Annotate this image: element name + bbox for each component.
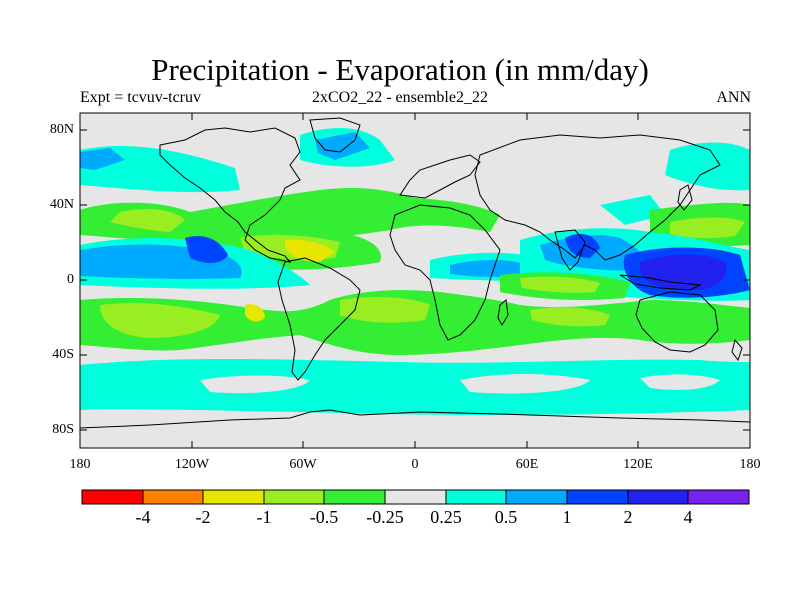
colorbar-bin-7 xyxy=(445,489,507,505)
field-sh-lightgreen-pacific xyxy=(100,303,220,338)
field-nh-lightgreen-band xyxy=(110,209,185,232)
field-indian-darkblue xyxy=(565,233,600,258)
field-nh-green-band xyxy=(80,187,500,250)
colorbar-label-7: 0.5 xyxy=(494,507,518,527)
field-so-gray-gap3 xyxy=(640,374,720,390)
coast-greenland xyxy=(309,117,361,153)
colorbar-label-3: -1 xyxy=(256,507,272,527)
field-so-gray-gap1 xyxy=(200,375,310,394)
case-label: 2xCO2_22 - ensemble2_22 xyxy=(312,89,488,106)
field-so-cyan-band xyxy=(80,358,750,415)
coast-india xyxy=(554,229,586,271)
lon-label-180w: 180 xyxy=(69,457,91,472)
field-maritime-deepblue xyxy=(640,254,727,291)
colorbar-bin-3 xyxy=(202,489,265,505)
field-sh-lightgreen-indian xyxy=(530,307,610,327)
coast-africa xyxy=(389,204,501,341)
coast-south-america xyxy=(277,257,361,381)
colorbar-bin-11 xyxy=(687,489,750,505)
lat-label-80n: 80N xyxy=(49,122,74,137)
colorbar xyxy=(81,489,750,505)
coast-europe xyxy=(399,154,481,199)
lon-label-60w: 60W xyxy=(289,457,317,472)
lat-label-40n: 40N xyxy=(49,197,74,212)
field-nh-blue-patch xyxy=(80,148,125,170)
field-sh-lightgreen-atlantic xyxy=(340,297,430,323)
plot-title: Precipitation - Evaporation (in mm/day) xyxy=(151,52,649,87)
colorbar-bin-4 xyxy=(263,489,325,505)
lon-label-0: 0 xyxy=(411,457,419,472)
coast-indonesia xyxy=(619,274,702,291)
lat-label-40s: 40S xyxy=(52,347,74,362)
coast-new-zealand xyxy=(731,338,743,362)
field-caribbean-yellow xyxy=(285,239,335,262)
lat-label-equator: 0 xyxy=(67,272,74,287)
field-nh-cyan-pacific xyxy=(665,142,750,191)
colorbar-label-1: -4 xyxy=(135,507,151,527)
colorbar-bin-5 xyxy=(323,489,386,505)
lon-label-180e: 180 xyxy=(739,457,761,472)
field-sh-green-band xyxy=(80,290,750,355)
coast-asia xyxy=(474,134,721,261)
field-nh-lightgreen-pacific xyxy=(670,217,745,239)
field-nh-blue-atlantic xyxy=(315,132,370,160)
colorbar-label-9: 2 xyxy=(623,507,633,527)
lon-label-60e: 60E xyxy=(515,457,539,472)
field-sh-yellow-pacific xyxy=(245,304,265,322)
coast-japan xyxy=(677,184,693,211)
coast-madagascar xyxy=(497,299,509,326)
map-field xyxy=(80,113,750,448)
colorbar-label-10: 4 xyxy=(683,507,693,527)
lat-label-80s: 80S xyxy=(52,422,74,437)
colorbar-bin-1 xyxy=(81,489,144,505)
colorbar-bin-10 xyxy=(627,489,689,505)
coast-australia xyxy=(635,291,719,353)
colorbar-label-4: -0.5 xyxy=(309,507,339,527)
colorbar-label-6: 0.25 xyxy=(430,507,462,527)
season-label: ANN xyxy=(716,89,751,106)
lon-label-120e: 120E xyxy=(623,457,653,472)
colorbar-bin-8 xyxy=(505,489,568,505)
coastlines xyxy=(80,117,750,429)
axis-ticks xyxy=(79,113,751,448)
field-eq-atlantic-blue xyxy=(450,259,530,278)
coast-north-america xyxy=(159,127,301,263)
field-nh-cyan-asia xyxy=(600,195,665,225)
colorbar-label-5: -0.25 xyxy=(366,507,404,527)
colorbar-label-8: 1 xyxy=(562,507,572,527)
colorbar-bin-2 xyxy=(142,489,204,505)
lon-label-120w: 120W xyxy=(174,457,210,472)
coast-antarctica xyxy=(80,409,750,429)
field-eq-pacific-darkblue xyxy=(185,235,228,263)
field-indian-lightgreen xyxy=(520,276,600,293)
colorbar-label-2: -2 xyxy=(195,507,211,527)
colorbar-bin-9 xyxy=(566,489,629,505)
experiment-label: Expt = tcvuv-tcruv xyxy=(80,89,201,106)
colorbar-bin-6 xyxy=(384,489,447,505)
field-so-gray-gap2 xyxy=(460,374,590,394)
